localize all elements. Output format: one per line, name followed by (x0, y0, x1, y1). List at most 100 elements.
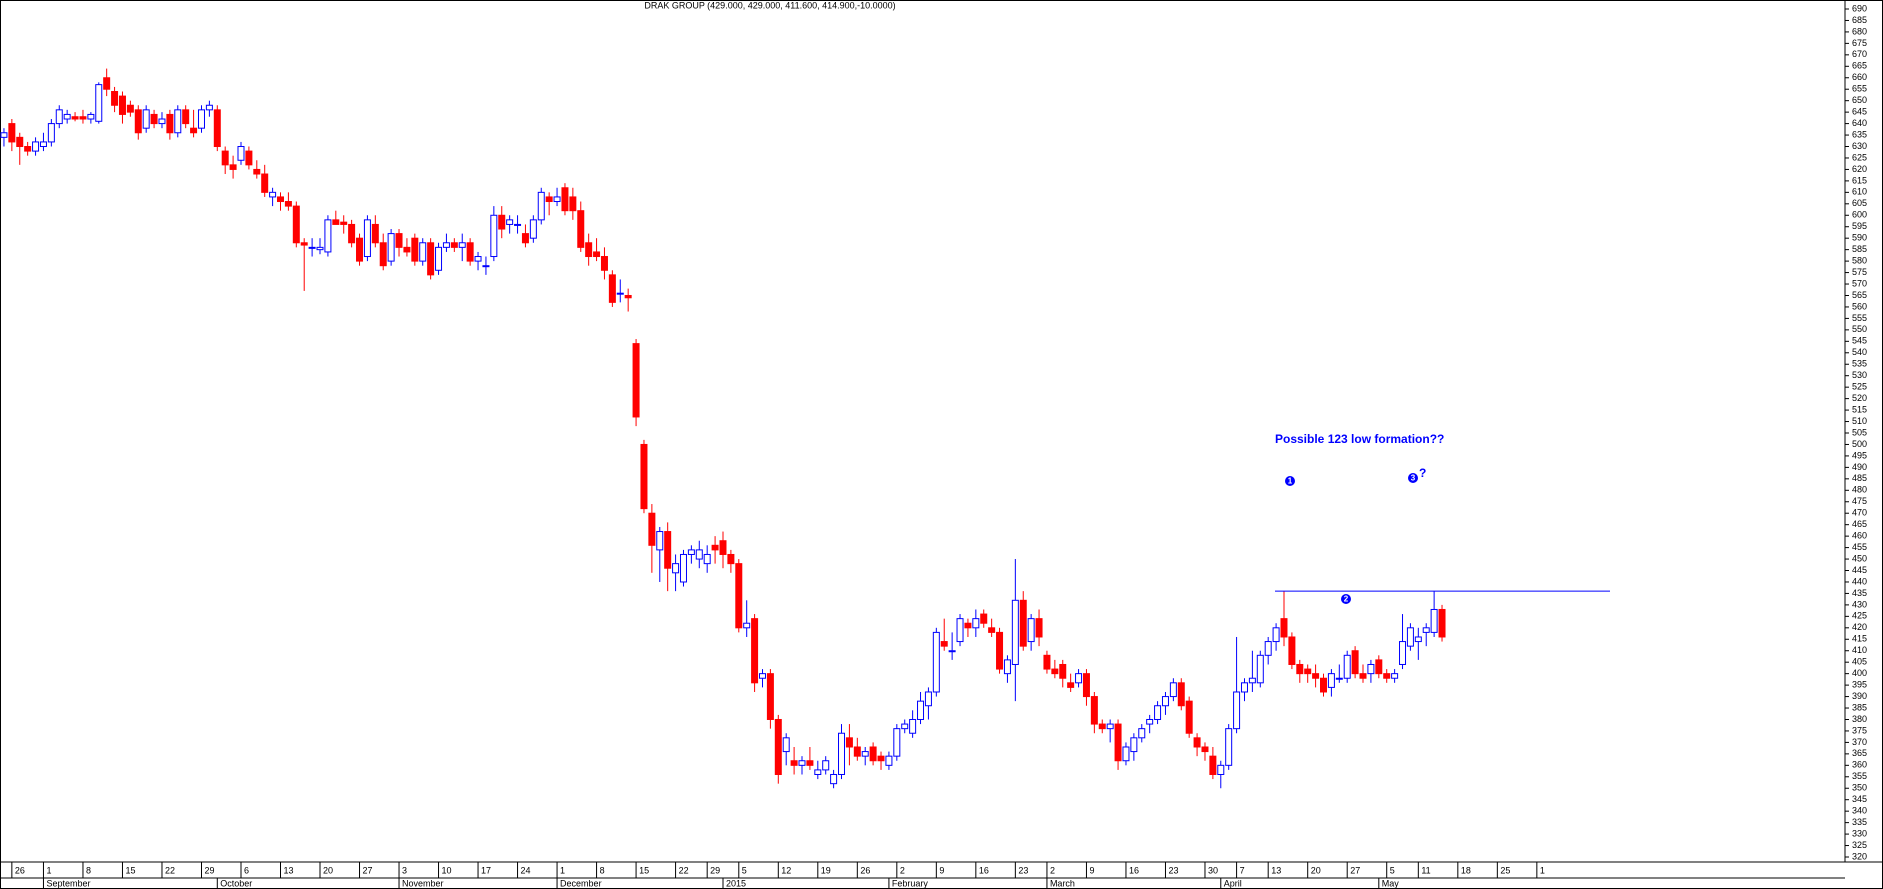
annotation-marker (1341, 594, 1351, 604)
candle-body (300, 242, 308, 246)
candle-body (150, 113, 158, 125)
candle-body (348, 223, 356, 244)
annotation-marker (1408, 473, 1418, 483)
candle-body (972, 618, 980, 629)
y-tick-label: 650 (1852, 95, 1867, 105)
candle-body (253, 168, 261, 175)
y-tick-label: 495 (1852, 450, 1867, 460)
x-tick-label: 17 (481, 865, 491, 875)
candle-body (1335, 677, 1343, 680)
candle-body (1296, 663, 1304, 675)
y-tick-label: 605 (1852, 198, 1867, 208)
candle-body (545, 196, 553, 203)
candle-body (71, 116, 79, 120)
candle-body (55, 109, 63, 125)
y-tick-label: 480 (1852, 485, 1867, 495)
x-tick-label: 9 (1089, 865, 1094, 875)
y-tick-label: 490 (1852, 462, 1867, 472)
candle-body (948, 650, 956, 653)
candle-body (845, 737, 853, 748)
candle-body (308, 246, 316, 249)
y-tick-label: 405 (1852, 657, 1867, 667)
candle-body (1090, 696, 1098, 725)
candle-body (1272, 627, 1280, 643)
month-label: November (402, 878, 444, 888)
candle-body (1225, 728, 1233, 766)
candle-body (798, 760, 806, 766)
candle-body (1359, 673, 1367, 679)
candle-body (213, 109, 221, 148)
candle-body (87, 113, 95, 120)
candle-body (1343, 654, 1351, 679)
y-tick-label: 415 (1852, 634, 1867, 644)
candle-body (830, 773, 838, 785)
candle-body (474, 256, 482, 262)
annotation: 3 (1411, 474, 1416, 483)
y-tick-label: 375 (1852, 725, 1867, 735)
candle-body (735, 563, 743, 629)
y-tick-label: 595 (1852, 221, 1867, 231)
y-tick-label: 460 (1852, 531, 1867, 541)
y-tick-label: 580 (1852, 255, 1867, 265)
candle-body (229, 164, 237, 170)
candle-body (63, 113, 71, 120)
candle-body (1233, 691, 1241, 730)
candle-body (0, 132, 8, 138)
y-tick-label: 425 (1852, 611, 1867, 621)
candle-body (498, 214, 506, 230)
x-tick-label: 2 (1050, 865, 1055, 875)
candle-body (553, 196, 561, 203)
x-tick-label: 8 (600, 865, 605, 875)
candle-body (506, 219, 514, 225)
candle-body (1011, 599, 1019, 665)
candle-body (664, 531, 672, 569)
y-tick-label: 655 (1852, 84, 1867, 94)
candle-body (743, 622, 751, 629)
y-tick-label: 515 (1852, 404, 1867, 414)
candle-body (1043, 654, 1051, 670)
candle-body (126, 104, 134, 113)
candle-body (687, 549, 695, 555)
candle-body (1027, 618, 1035, 643)
month-label: February (892, 878, 929, 888)
x-tick-label: 13 (284, 865, 294, 875)
x-tick-label: 20 (323, 865, 333, 875)
month-label: March (1050, 878, 1075, 888)
x-tick-label: 23 (1018, 865, 1028, 875)
candle-body (1351, 650, 1359, 675)
candle-body (47, 123, 55, 143)
x-tick-label: 18 (1461, 865, 1471, 875)
candle-body (1075, 673, 1083, 684)
candle-body (1327, 673, 1335, 688)
candle-body (166, 113, 174, 134)
candle-body (237, 146, 245, 161)
candle-body (363, 219, 371, 258)
x-tick-label: 5 (1390, 865, 1395, 875)
candle-body (1399, 641, 1407, 665)
candle-body (1138, 728, 1146, 739)
candle-body (1201, 746, 1209, 753)
month-label: April (1224, 878, 1242, 888)
candle-body (221, 150, 229, 166)
y-tick-label: 330 (1852, 828, 1867, 838)
candle-body (277, 196, 285, 203)
candle-body (324, 219, 332, 253)
month-label: 2015 (726, 878, 746, 888)
candle-body (1161, 696, 1169, 707)
candle-body (940, 641, 948, 647)
candle-body (1288, 636, 1296, 665)
candle-body (806, 760, 814, 766)
candle-body (932, 631, 940, 693)
y-tick-label: 535 (1852, 359, 1867, 369)
candle-body (95, 84, 103, 122)
candle-body (1146, 718, 1154, 725)
y-tick-label: 435 (1852, 588, 1867, 598)
y-tick-label: 690 (1852, 3, 1867, 13)
candle-body (593, 251, 601, 258)
candle-body (245, 150, 253, 166)
x-tick-label: 25 (1500, 865, 1510, 875)
candle-body (1280, 618, 1288, 638)
candle-body (1035, 618, 1043, 638)
candle-body (751, 618, 759, 684)
y-tick-label: 645 (1852, 107, 1867, 117)
